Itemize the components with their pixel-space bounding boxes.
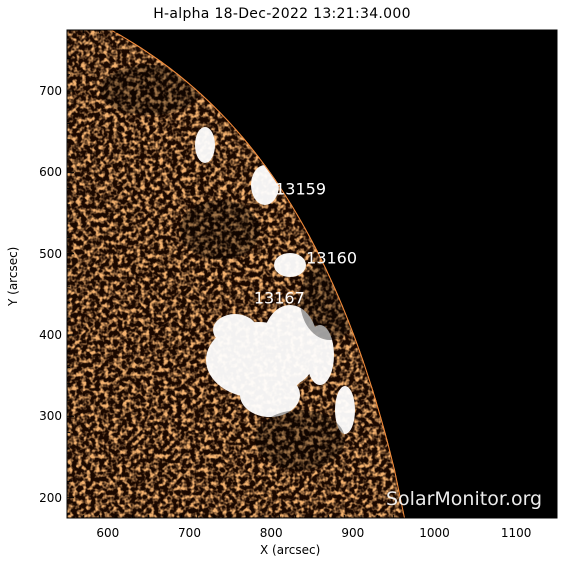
credit-watermark: SolarMonitor.org: [386, 488, 543, 510]
y-tick-label: 700: [39, 84, 62, 98]
x-tick-label: 900: [341, 526, 365, 540]
region-label-13160: 13160: [306, 248, 358, 268]
x-tick-label: 700: [178, 526, 201, 540]
x-tick-label: 600: [96, 526, 120, 540]
y-tick-label: 500: [39, 246, 62, 261]
y-tick-label: 600: [39, 165, 62, 180]
x-tick-label: 1000: [419, 526, 450, 540]
image-title: H-alpha 18-Dec-2022 13:21:34.000: [153, 6, 411, 22]
region-label-13167: 13167: [253, 288, 305, 308]
x-tick-label: 800: [259, 526, 283, 540]
x-tick-label: 1100: [500, 526, 532, 540]
plage-regions: [195, 127, 355, 434]
y-axis-label: Y (arcsec): [6, 246, 20, 306]
region-label-13159: 13159: [275, 179, 327, 199]
y-tick-label: 400: [39, 328, 62, 342]
y-tick-label: 300: [39, 409, 62, 424]
y-tick-label: 200: [39, 490, 62, 505]
x-axis-label: X (arcsec): [260, 543, 321, 557]
